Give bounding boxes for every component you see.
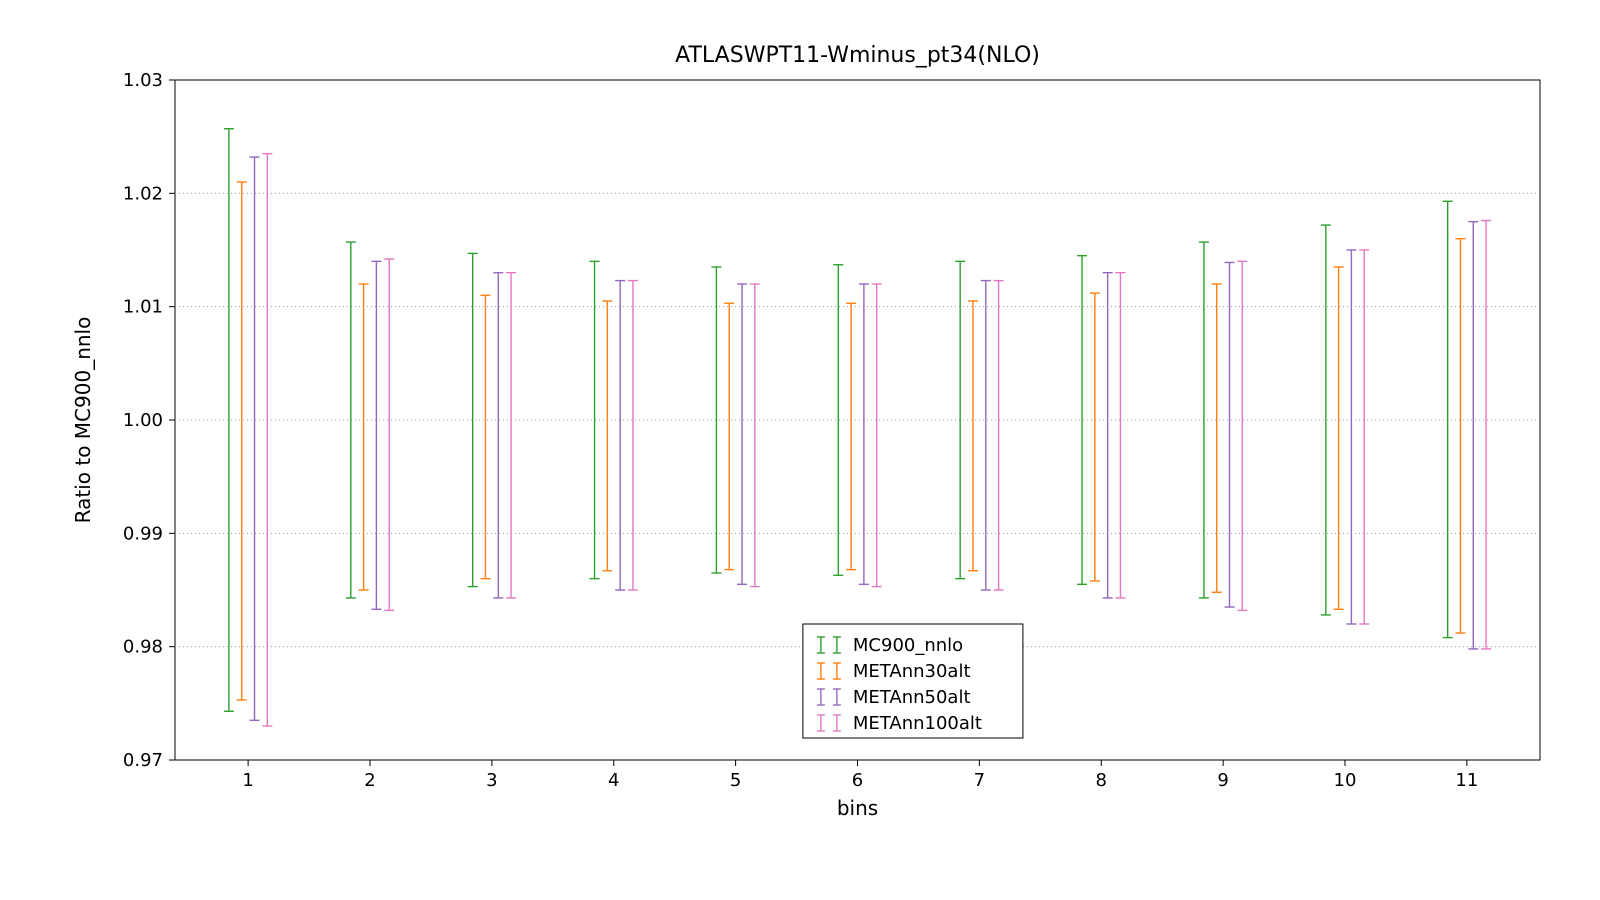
xtick-label: 8 [1096,770,1107,791]
ytick-label: 1.01 [123,297,163,318]
xtick-label: 4 [608,770,619,791]
xtick-label: 3 [486,770,497,791]
xtick-label: 7 [974,770,985,791]
legend-label: METAnn30alt [853,661,971,682]
xtick-label: 5 [730,770,741,791]
ytick-label: 0.97 [123,750,163,771]
xtick-label: 2 [364,770,375,791]
chart-bg [0,0,1600,900]
xtick-label: 10 [1334,770,1357,791]
ylabel: Ratio to MC900_nnlo [71,317,95,524]
chart-container: 0.97 0.98 0.99 1.00 1.01 1.02 1.03 1 2 3 4 5 6 7 8 9 10 1… [0,0,1600,900]
legend-label: METAnn100alt [853,713,982,734]
xtick-label: 11 [1455,770,1478,791]
chart-title: ATLASWPT11-Wminus_pt34(NLO) [675,43,1040,68]
ytick-label: 1.00 [123,410,163,431]
ytick-label: 0.99 [123,523,163,544]
ytick-label: 1.02 [123,183,163,204]
xlabel: bins [837,796,878,820]
xtick-label: 9 [1217,770,1228,791]
xtick-label: 6 [852,770,863,791]
legend-label: METAnn50alt [853,687,971,708]
xtick-label: 1 [242,770,253,791]
ytick-label: 1.03 [123,70,163,91]
ytick-label: 0.98 [123,637,163,658]
legend-label: MC900_nnlo [853,635,963,656]
errorbar-chart: 0.97 0.98 0.99 1.00 1.01 1.02 1.03 1 2 3 4 5 6 7 8 9 10 1… [0,0,1600,900]
